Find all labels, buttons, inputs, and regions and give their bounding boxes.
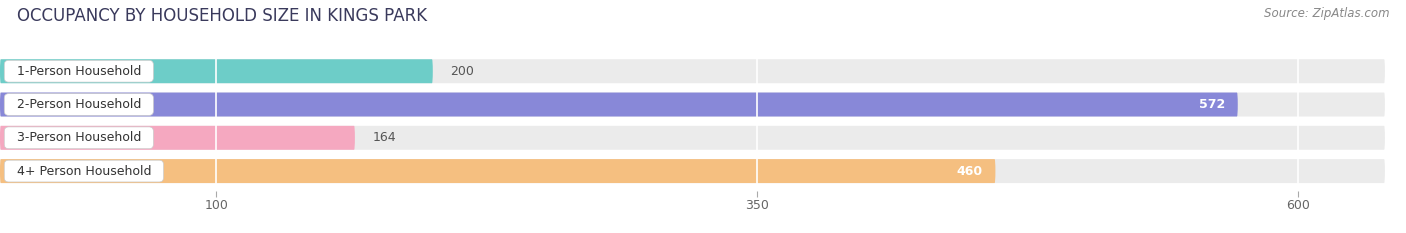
FancyBboxPatch shape <box>0 59 1385 83</box>
Text: OCCUPANCY BY HOUSEHOLD SIZE IN KINGS PARK: OCCUPANCY BY HOUSEHOLD SIZE IN KINGS PAR… <box>17 7 427 25</box>
FancyBboxPatch shape <box>0 93 1237 116</box>
Text: 572: 572 <box>1198 98 1225 111</box>
Text: 2-Person Household: 2-Person Household <box>8 98 149 111</box>
FancyBboxPatch shape <box>0 126 1385 150</box>
FancyBboxPatch shape <box>0 126 354 150</box>
FancyBboxPatch shape <box>0 159 995 183</box>
FancyBboxPatch shape <box>0 59 433 83</box>
FancyBboxPatch shape <box>0 93 1385 116</box>
Text: 164: 164 <box>373 131 396 144</box>
Text: 4+ Person Household: 4+ Person Household <box>8 164 159 178</box>
Text: 1-Person Household: 1-Person Household <box>8 65 149 78</box>
FancyBboxPatch shape <box>0 159 1385 183</box>
Text: 200: 200 <box>450 65 474 78</box>
Text: 460: 460 <box>956 164 983 178</box>
Text: 3-Person Household: 3-Person Household <box>8 131 149 144</box>
Text: Source: ZipAtlas.com: Source: ZipAtlas.com <box>1264 7 1389 20</box>
